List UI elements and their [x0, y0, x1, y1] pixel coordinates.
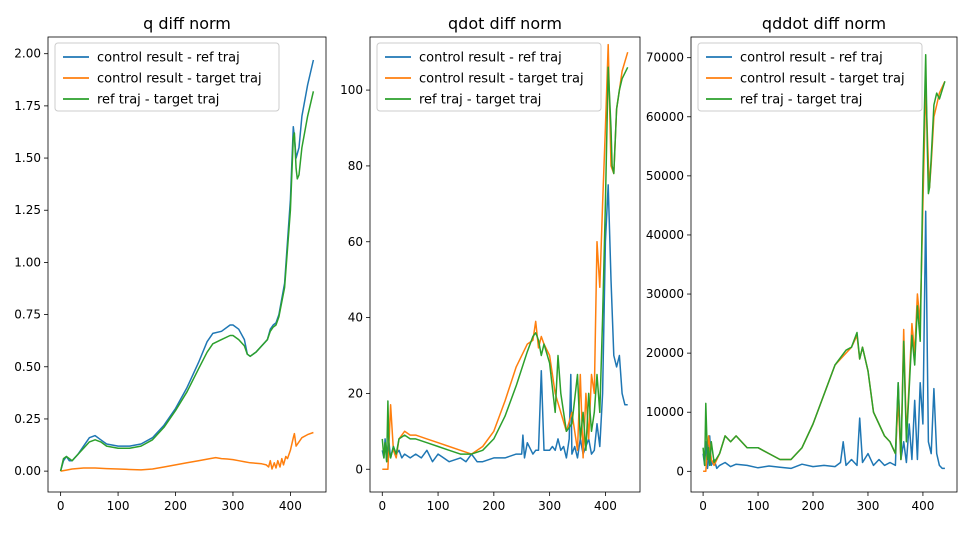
x-tick-label: 100: [747, 499, 770, 513]
y-tick-label: 100: [340, 83, 363, 97]
x-tick-label: 100: [107, 499, 130, 513]
axes-frame: [690, 36, 958, 493]
y-tick-label: 0.75: [14, 308, 41, 322]
x-tick-label: 100: [427, 499, 450, 513]
series-line-control-result-target-traj: [60, 431, 314, 472]
y-tick-label: 0: [676, 464, 684, 478]
x-tick-label: 200: [802, 499, 825, 513]
x-tick-label: 200: [164, 499, 187, 513]
y-tick-label: 20: [348, 386, 363, 400]
chart-title: qdot diff norm: [448, 14, 562, 33]
y-tick-label: 1.00: [14, 255, 41, 269]
legend-label-control-result-target-traj: control result - target traj: [419, 72, 584, 87]
qddot-diff-norm-panel: qddot diff norm 0 100 200 300 400 0 10000 20000 3…: [646, 14, 958, 513]
legend: control result - ref traj control result …: [697, 42, 923, 112]
series-line-control-result-ref-traj: [381, 184, 628, 463]
series-line-ref-traj-target-traj: [381, 66, 629, 463]
x-tick-label: 300: [538, 499, 561, 513]
y-tick-label: 0.00: [14, 464, 41, 478]
y-tick-label: 20000: [646, 346, 684, 360]
y-tick-label: 50000: [646, 169, 684, 183]
legend-label-control-result-target-traj: control result - target traj: [740, 72, 905, 87]
y-tick-label: 0.25: [14, 412, 41, 426]
legend-label-ref-traj-target-traj: ref traj - target traj: [740, 93, 862, 108]
series-group: [702, 53, 946, 473]
legend-label-ref-traj-target-traj: ref traj - target traj: [97, 93, 219, 108]
legend: control result - ref traj control result …: [54, 42, 280, 112]
legend-label-control-result-target-traj: control result - target traj: [97, 72, 262, 87]
legend-box: [376, 42, 602, 112]
x-tick-label: 400: [279, 499, 302, 513]
x-tick-label: 400: [911, 499, 934, 513]
series-line-control-result-target-traj: [382, 43, 629, 471]
x-tick-label: 0: [378, 499, 386, 513]
legend-label-control-result-ref-traj: control result - ref traj: [740, 51, 883, 66]
legend-label-control-result-ref-traj: control result - ref traj: [97, 51, 240, 66]
q-diff-norm-panel: q diff norm 0 100 200 300 400 0.00 0.25 0.50 0.75…: [14, 14, 327, 513]
x-tick-label: 0: [57, 499, 65, 513]
x-tick-label: 200: [482, 499, 505, 513]
series-line-ref-traj-target-traj: [702, 53, 946, 467]
y-tick-label: 40: [348, 311, 363, 325]
chart-title: qddot diff norm: [762, 14, 886, 33]
y-tick-label: 80: [348, 159, 363, 173]
y-tick-label: 1.75: [14, 99, 41, 113]
y-tick-label: 1.25: [14, 203, 41, 217]
series-line-ref-traj-target-traj: [59, 91, 315, 472]
y-tick-label: 40000: [646, 228, 684, 242]
legend-box: [54, 42, 280, 112]
x-tick-label: 300: [221, 499, 244, 513]
legend-box: [697, 42, 923, 112]
series-line-control-result-ref-traj: [59, 59, 315, 472]
axes-frame: [47, 36, 327, 493]
y-tick-label: 2.00: [14, 47, 41, 61]
y-tick-label: 60: [348, 235, 363, 249]
x-tick-label: 300: [857, 499, 880, 513]
series-group: [381, 43, 629, 471]
y-tick-label: 60000: [646, 110, 684, 124]
legend: control result - ref traj control result …: [376, 42, 602, 112]
y-tick-label: 1.50: [14, 151, 41, 165]
qdot-diff-norm-panel: qdot diff norm 0 100 200 300 400 0 20 40 60 80 100 c…: [340, 14, 641, 513]
legend-label-control-result-ref-traj: control result - ref traj: [419, 51, 562, 66]
y-tick-label: 10000: [646, 405, 684, 419]
series-line-control-result-ref-traj: [702, 210, 945, 470]
chart-title: q diff norm: [143, 14, 231, 33]
y-tick-label: 0.50: [14, 360, 41, 374]
y-tick-label: 0: [355, 462, 363, 476]
x-tick-label: 400: [594, 499, 617, 513]
legend-label-ref-traj-target-traj: ref traj - target traj: [419, 93, 541, 108]
series-group: [59, 59, 315, 472]
y-tick-label: 70000: [646, 51, 684, 65]
y-tick-label: 30000: [646, 287, 684, 301]
x-tick-label: 0: [699, 499, 707, 513]
axes-frame: [369, 36, 641, 493]
